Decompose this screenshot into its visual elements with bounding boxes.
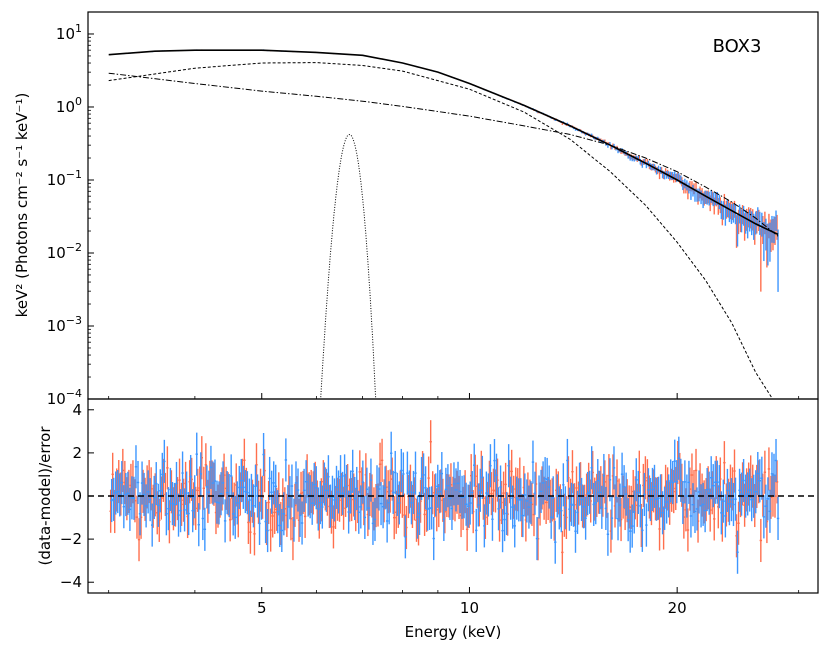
- y-tick-label: 100: [56, 95, 82, 116]
- power-law-component-curve: [108, 72, 779, 237]
- Fe-line-curve: [320, 133, 377, 399]
- y-tick-label: 10−4: [47, 387, 82, 408]
- model-curves: [108, 49, 779, 399]
- spectrum-panel: 101 100 10−1 10−2 10−3 10−4 BOX3 keV² (Photon…: [13, 11, 819, 408]
- y-tick-label: 101: [56, 22, 82, 43]
- residual-y-axis-label: (data-model)/error: [36, 426, 54, 566]
- spectrum-data-points: [109, 49, 779, 292]
- total-model-curve: [108, 49, 779, 236]
- residual-axis-ticks: −4 −2 0 2 4 5 10 20: [60, 401, 800, 617]
- residual-plot-frame: [87, 398, 819, 594]
- residual-panel: −4 −2 0 2 4 5 10 20 (data-model)/error Energy (…: [36, 398, 819, 641]
- residual-y-tick-label: −4: [60, 573, 82, 591]
- residual-y-tick-label: 4: [72, 401, 82, 419]
- region-annotation: BOX3: [713, 36, 762, 57]
- x-axis-label: Energy (keV): [405, 623, 502, 641]
- x-tick-label: 10: [460, 599, 479, 617]
- residual-y-tick-label: 0: [72, 487, 82, 505]
- x-tick-label: 20: [668, 599, 687, 617]
- spectrum-axis-ticks: 101 100 10−1 10−2 10−3 10−4: [47, 11, 800, 408]
- residual-y-tick-label: −2: [60, 530, 82, 548]
- residual-data-points: [109, 420, 780, 574]
- y-tick-label: 10−2: [47, 241, 82, 262]
- spectrum-y-axis-label: keV² (Photons cm⁻² s⁻¹ keV⁻¹): [13, 93, 31, 318]
- x-tick-label: 5: [257, 599, 267, 617]
- y-tick-label: 10−3: [47, 314, 82, 335]
- residual-y-tick-label: 2: [72, 444, 82, 462]
- y-tick-label: 10−1: [47, 168, 82, 189]
- thermal-component-curve: [108, 62, 774, 399]
- spectrum-plot-frame: [87, 11, 819, 400]
